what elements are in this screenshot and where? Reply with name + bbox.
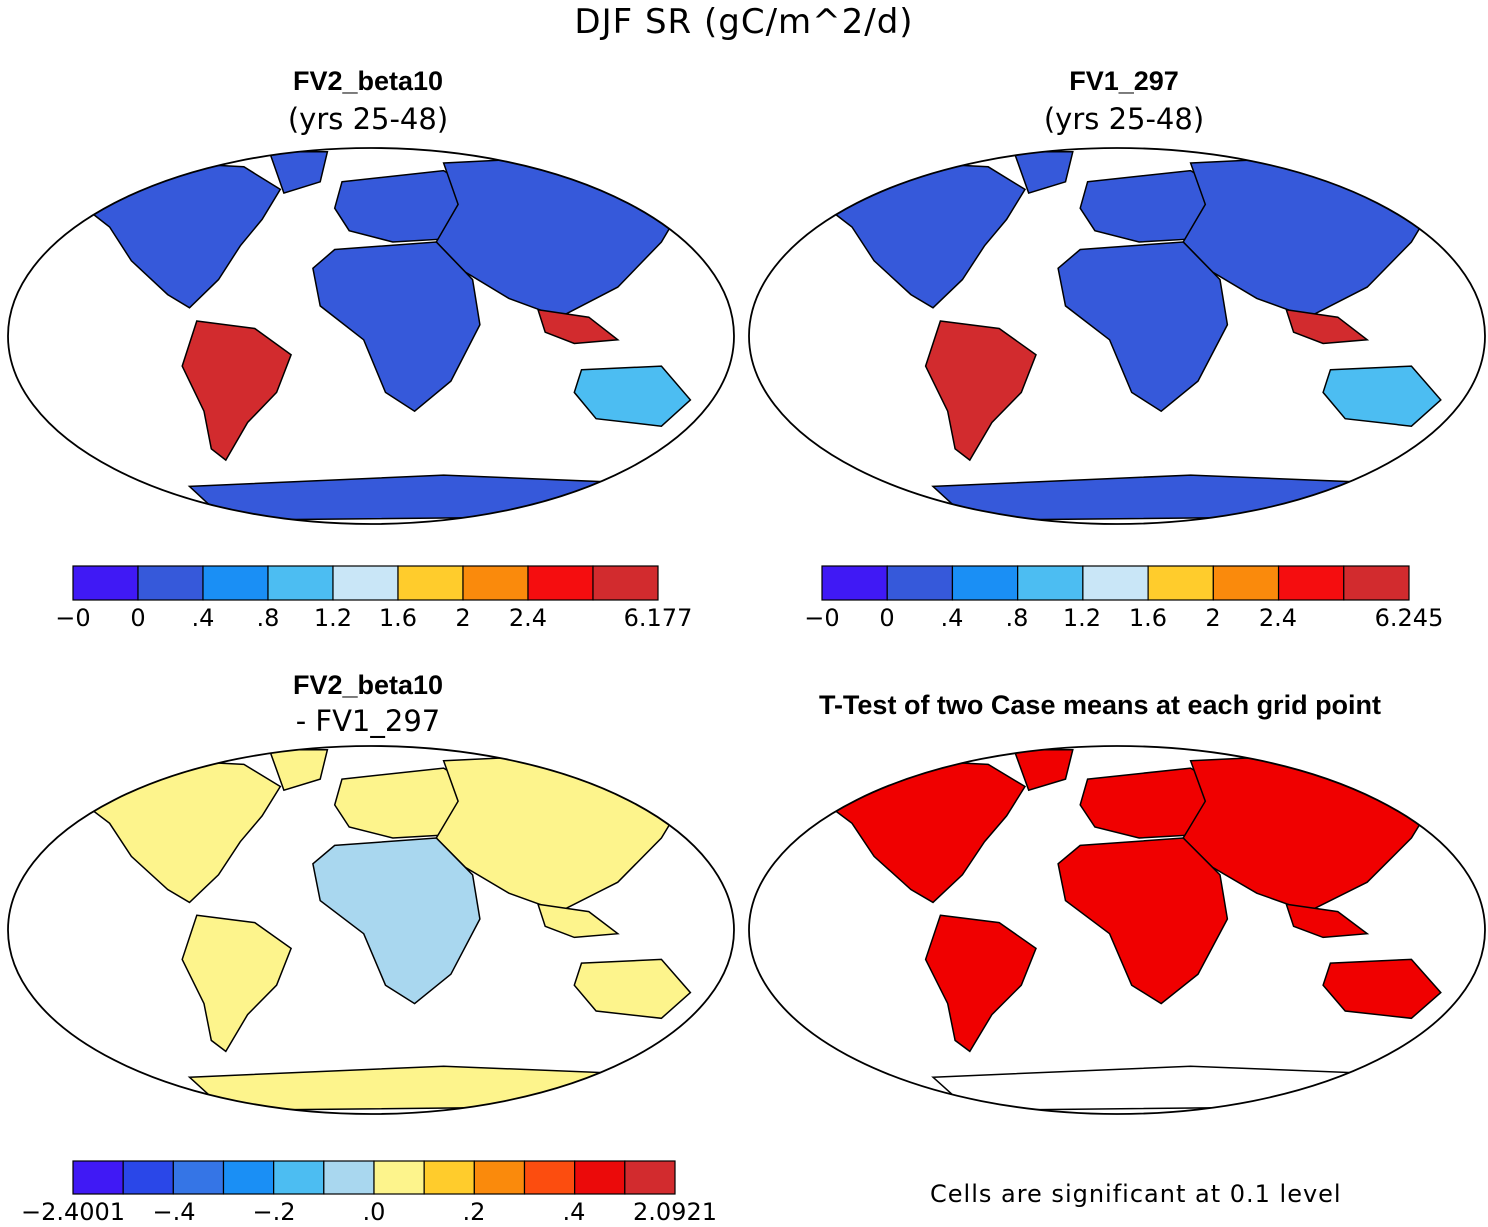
- colorbar-cell: [527, 565, 594, 601]
- continent-africa: [312, 241, 481, 413]
- colorbar-cell: [462, 565, 529, 601]
- colorbar-cell: [273, 1160, 325, 1195]
- map-frame-4: [748, 745, 1486, 1115]
- colorbar-cell: [72, 1160, 124, 1195]
- colorbar-tick-label: 0: [130, 604, 146, 632]
- significance-note: Cells are significant at 0.1 level: [930, 1180, 1342, 1208]
- continent-seasia: [536, 903, 620, 939]
- colorbar-cell: [624, 1160, 676, 1195]
- colorbar-tick-label: .8: [256, 604, 280, 632]
- continent-samerica: [181, 320, 293, 462]
- colorbar-cell: [523, 1160, 576, 1195]
- colorbar-cell: [821, 565, 888, 601]
- colorbar-cell: [592, 565, 659, 601]
- colorbar-tick-label: .4: [191, 604, 215, 632]
- colorbar-tick-label: .8: [1005, 604, 1029, 632]
- panel1-subtitle: (yrs 25-48): [287, 102, 449, 136]
- colorbar-tick-label: 2.0921: [633, 1198, 717, 1226]
- colorbar-cell: [323, 1160, 375, 1195]
- continent-seasia: [536, 308, 620, 345]
- colorbar-cell: [1212, 565, 1280, 601]
- continent-australia: [1322, 958, 1442, 1020]
- panel2-title: FV1_297: [1069, 66, 1179, 96]
- continent-africa: [1057, 241, 1229, 413]
- colorbar-cell: [373, 1160, 425, 1195]
- colorbar-cell: [222, 1160, 275, 1195]
- continent-namerica: [79, 162, 282, 309]
- colorbar-cell: [473, 1160, 526, 1195]
- colorbar-tick-label: .0: [362, 1198, 386, 1226]
- continent-seasia: [1285, 903, 1370, 939]
- colorbar-tick-label: 1.2: [313, 604, 353, 632]
- map-frame-3: [7, 745, 735, 1115]
- colorbar-tick-label: −2.4001: [20, 1198, 126, 1226]
- colorbar-tick-label: 0: [879, 604, 895, 632]
- continent-namerica: [821, 759, 1027, 904]
- colorbar-cell: [137, 565, 204, 601]
- colorbar-tick-label: 2.4: [508, 604, 548, 632]
- map-1: [7, 147, 735, 525]
- colorbar-tick-label: 1.2: [1062, 604, 1102, 632]
- colorbar-tick-label: 2: [1205, 604, 1221, 632]
- panel2-subtitle: (yrs 25-48): [1043, 102, 1205, 136]
- continent-africa: [1057, 837, 1229, 1005]
- panel1-title: FV2_beta10: [292, 66, 444, 96]
- colorbar-cell: [574, 1160, 626, 1195]
- continent-samerica: [181, 914, 293, 1053]
- colorbar-cell: [423, 1160, 475, 1195]
- colorbar-tick-label: .2: [462, 1198, 486, 1226]
- colorbar-tick-label: 2.4: [1258, 604, 1298, 632]
- colorbar-tick-label: 6.245: [1374, 604, 1444, 632]
- colorbar-tick-label: 1.6: [1128, 604, 1168, 632]
- colorbar-cell: [72, 565, 139, 601]
- panel4-title: T-Test of two Case means at each grid po…: [818, 690, 1382, 720]
- colorbar-cell: [202, 565, 269, 601]
- map-frame-2: [748, 147, 1486, 525]
- colorbar-cell: [1147, 565, 1214, 601]
- continent-africa: [312, 837, 481, 1005]
- continent-greenland: [268, 151, 329, 195]
- colorbar-cell: [1082, 565, 1149, 601]
- continent-greenland: [1012, 151, 1074, 195]
- continent-greenland: [268, 748, 329, 792]
- colorbar-cell: [172, 1160, 225, 1195]
- panel3-subtitle: - FV1_297: [295, 704, 441, 738]
- colorbar-cell: [951, 565, 1019, 601]
- colorbar-tick-label: −0: [804, 604, 840, 632]
- continent-greenland: [1012, 748, 1074, 792]
- colorbar-tick-label: .4: [940, 604, 964, 632]
- colorbar-tick-label: −0: [55, 604, 91, 632]
- continent-namerica: [821, 162, 1027, 309]
- colorbar-tick-label: 6.177: [623, 604, 693, 632]
- colorbar-cell: [267, 565, 334, 601]
- continent-samerica: [924, 914, 1037, 1053]
- colorbar-tick-label: 1.6: [378, 604, 418, 632]
- colorbar-cell: [397, 565, 464, 601]
- colorbar-tick-label: −.4: [152, 1198, 196, 1226]
- continent-australia: [573, 365, 692, 427]
- colorbar-tick-label: .4: [562, 1198, 586, 1226]
- colorbar-cell: [332, 565, 399, 601]
- continent-namerica: [79, 759, 282, 904]
- colorbar-cell: [886, 565, 954, 601]
- colorbar-tick-label: 2: [455, 604, 471, 632]
- map-frame-1: [7, 147, 735, 525]
- colorbar-cell: [1343, 565, 1410, 601]
- colorbar-cell: [1277, 565, 1345, 601]
- figure-title: DJF SR (gC/m^2/d): [574, 2, 914, 42]
- continent-australia: [573, 958, 692, 1020]
- continent-samerica: [924, 320, 1037, 462]
- colorbar-cell: [1017, 565, 1084, 601]
- continent-australia: [1322, 365, 1442, 427]
- colorbar-tick-label: −.2: [252, 1198, 296, 1226]
- continent-seasia: [1285, 308, 1370, 345]
- map-4: [748, 745, 1486, 1115]
- panel3-title: FV2_beta10: [292, 670, 444, 700]
- colorbar-cell: [122, 1160, 174, 1195]
